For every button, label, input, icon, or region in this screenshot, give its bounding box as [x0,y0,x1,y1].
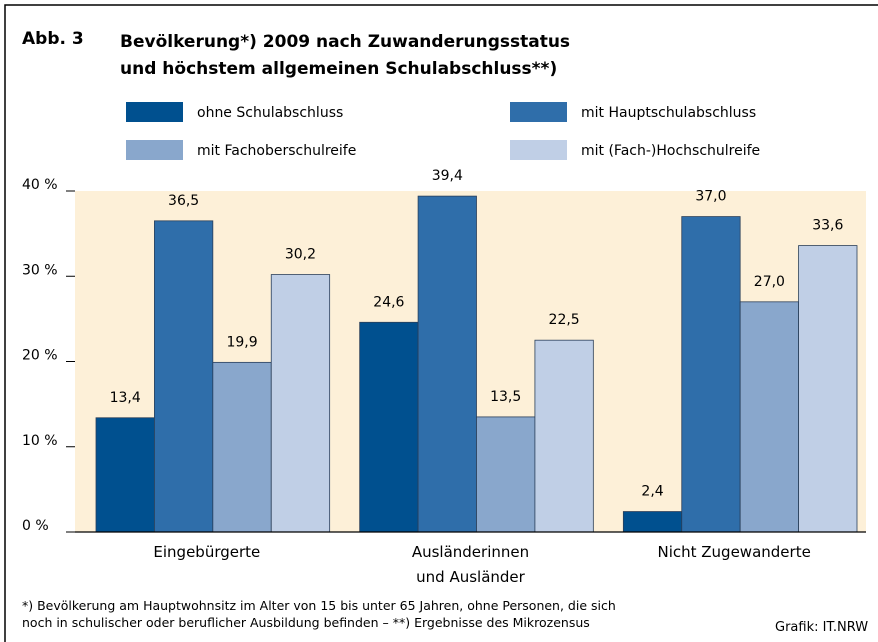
x-tick-label: Ausländerinnen und Ausländer [411,543,530,586]
bar [739,301,799,533]
value-label: 19,9 [226,334,257,350]
legend-swatch [126,140,183,160]
legend-label: ohne Schulabschluss [197,105,343,121]
bar [417,195,477,533]
value-label: 22,5 [549,312,580,328]
legend-swatch [510,102,567,122]
legend-label: mit Fachoberschulreife [197,143,356,159]
bar [622,511,683,533]
value-label: 2,4 [641,484,663,500]
legend-label: mit Hauptschulabschluss [581,105,756,121]
bar [798,245,858,533]
y-tick-label: 20 % [22,348,58,364]
bar [534,339,594,533]
value-label: 33,6 [812,218,843,234]
value-label: 13,4 [110,390,141,406]
bar [476,416,536,533]
bar [154,220,214,533]
x-tick-label: Nicht Zugewanderte [657,543,811,561]
legend-label: mit (Fach-)Hochschulreife [581,143,760,159]
value-label: 13,5 [490,389,521,405]
legend-swatch [126,102,183,122]
bar [681,216,741,533]
y-tick-label: 40 % [22,177,58,193]
bar [270,274,331,533]
x-tick-label: Eingebürgerte [153,543,261,561]
value-label: 27,0 [754,274,785,290]
legend-swatch [510,140,567,160]
value-label: 36,5 [168,193,199,209]
y-tick-label: 30 % [22,262,58,278]
bar [212,361,272,533]
footnote: *) Bevölkerung am Hauptwohnsitz im Alter… [22,598,616,630]
frame [4,4,878,642]
chart-title: Bevölkerung*) 2009 nach Zuwanderungsstat… [120,32,571,79]
value-label: 39,4 [432,168,463,184]
y-tick-label: 10 % [22,433,58,449]
value-label: 24,6 [373,294,404,310]
bar [359,321,419,533]
value-label: 37,0 [695,189,726,205]
figure-label: Abb. 3 [22,29,84,49]
source: Grafik: IT.NRW [775,620,869,635]
y-tick-label: 0 % [22,518,49,534]
value-label: 30,2 [285,247,316,263]
bar [95,417,155,533]
